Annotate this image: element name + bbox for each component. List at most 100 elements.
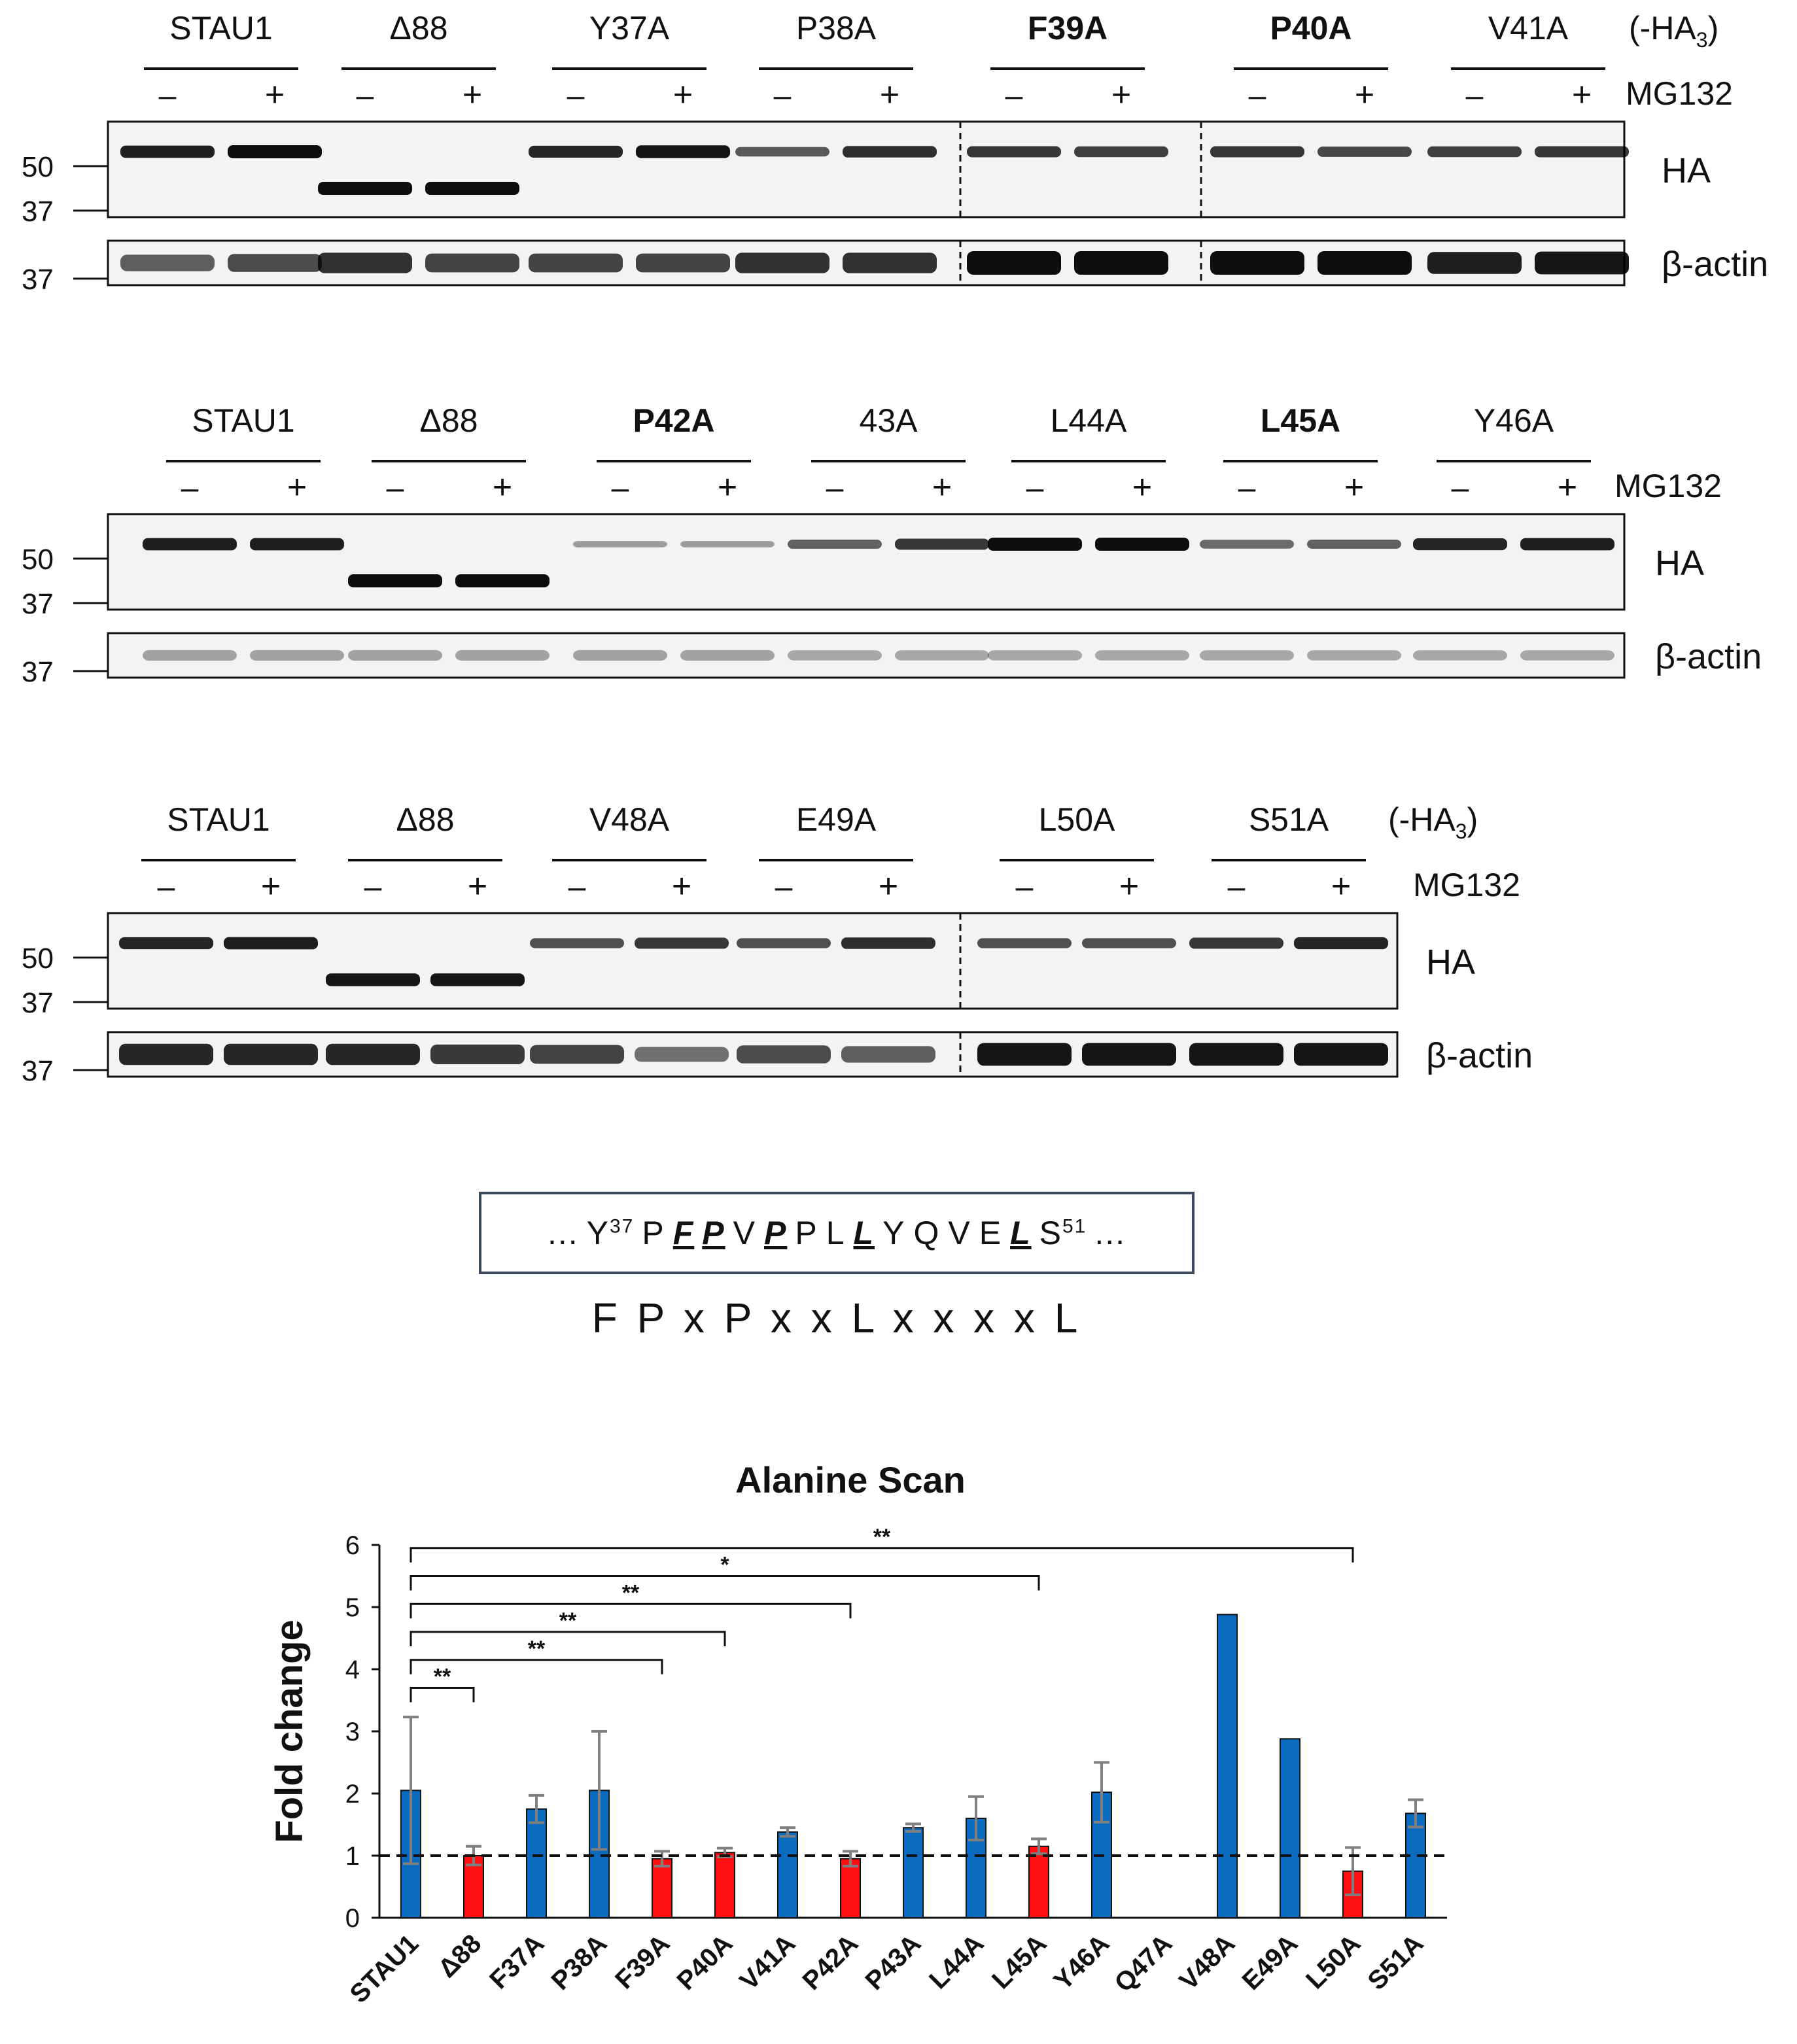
tag-label-close: ) — [1467, 801, 1478, 838]
actin-band — [1520, 650, 1614, 661]
significance-label: ** — [434, 1665, 451, 1689]
residue: S51 — [1039, 1215, 1087, 1251]
actin-band — [120, 254, 215, 271]
ha-band — [529, 145, 623, 158]
tag-label-close: ) — [1708, 10, 1719, 46]
lane-label: STAU1 — [167, 801, 270, 838]
ha-band — [228, 145, 322, 158]
ha-band — [250, 538, 344, 551]
significance-bracket — [410, 1659, 663, 1674]
x-tick-label: L50A — [1300, 1929, 1366, 1994]
significance-bracket — [410, 1547, 1354, 1563]
motif-text: F P x P x x L x x x x L — [591, 1294, 1082, 1342]
size-marker-label: 37 — [22, 264, 54, 296]
ha-band — [977, 938, 1072, 948]
ha-band — [1189, 937, 1283, 949]
residue: Y37 — [586, 1215, 635, 1251]
actin-band — [1317, 251, 1412, 275]
treatment-label: MG132 — [1413, 867, 1520, 903]
actin-band — [1210, 251, 1304, 275]
lane-label: L50A — [1039, 801, 1115, 838]
actin-band — [326, 1043, 420, 1065]
key-residue: P — [702, 1215, 725, 1251]
y-tick-label: 3 — [345, 1718, 360, 1746]
ha-band — [1427, 146, 1522, 158]
minus-sign: – — [1466, 78, 1484, 113]
lane-label: L44A — [1051, 402, 1127, 439]
bar-L45A — [1028, 1845, 1049, 1918]
x-tick-label: S51A — [1362, 1929, 1429, 1996]
ha-band — [680, 541, 775, 547]
tag-label-main: (-HA — [1388, 801, 1456, 838]
plus-sign: + — [1355, 76, 1374, 114]
tag-label: (-HA3) — [1388, 801, 1478, 843]
ha-band — [895, 538, 989, 550]
sequence-ellipsis: ... — [1094, 1215, 1126, 1251]
chart-title: Alanine Scan — [735, 1459, 966, 1500]
lane-label: Δ88 — [396, 801, 454, 838]
minus-sign: – — [357, 78, 374, 113]
ha-label: HA — [1655, 544, 1704, 583]
x-tick-label: E49A — [1236, 1929, 1303, 1996]
ha-band — [635, 937, 729, 949]
significance-label: ** — [622, 1580, 640, 1605]
x-tick-label: Y46A — [1048, 1929, 1115, 1996]
ha-band — [1317, 147, 1412, 157]
lane-label: Y46A — [1474, 402, 1554, 439]
x-tick-label: P40A — [671, 1929, 738, 1996]
lane-label: Δ88 — [389, 10, 447, 46]
actin-band — [967, 251, 1061, 275]
actin-band — [1095, 650, 1189, 661]
residue: P — [642, 1215, 665, 1251]
minus-sign: – — [1005, 78, 1023, 113]
x-tick-label: P43A — [860, 1929, 926, 1996]
actin-blot — [107, 632, 1626, 679]
x-tick-label: F39A — [610, 1929, 675, 1994]
bar-V48A — [1217, 1614, 1238, 1918]
ha-band — [348, 574, 442, 587]
actin-band — [530, 1045, 624, 1064]
bar-P40A — [714, 1852, 735, 1918]
actin-band — [119, 1043, 213, 1065]
minus-sign: – — [387, 471, 404, 506]
bar-P43A — [903, 1827, 924, 1918]
ha-band — [120, 145, 215, 158]
lane-label: P42A — [633, 402, 714, 439]
x-tick-label: V48A — [1174, 1929, 1240, 1996]
minus-sign: – — [158, 870, 175, 905]
residue: P — [795, 1215, 818, 1251]
ha-band — [1413, 538, 1507, 551]
actin-band — [430, 1045, 525, 1064]
actin-band — [1307, 650, 1401, 661]
residue: Y — [882, 1215, 906, 1251]
sequence-ellipsis: ... — [547, 1215, 579, 1251]
y-axis-label: Fold change — [268, 1620, 311, 1843]
ha-label: HA — [1662, 151, 1711, 190]
tag-label-main: (-HA — [1629, 10, 1696, 46]
bar-P42A — [840, 1858, 861, 1918]
ha-band — [318, 182, 412, 195]
sequence-box: ... Y37 P F P V P P L L Y Q V E L S51... — [479, 1192, 1195, 1274]
actin-band — [1189, 1043, 1283, 1066]
actin-band — [841, 1046, 935, 1063]
treatment-label: MG132 — [1626, 75, 1733, 112]
minus-sign: – — [775, 870, 793, 905]
tag-label-sub: 3 — [1456, 820, 1467, 843]
significance-bracket — [410, 1602, 852, 1619]
plus-sign: + — [879, 867, 898, 905]
ha-band — [636, 145, 730, 158]
actin-band — [455, 650, 550, 661]
ha-band — [1200, 540, 1294, 549]
significance-label: ** — [528, 1637, 546, 1661]
minus-sign: – — [364, 870, 382, 905]
plus-sign: + — [1558, 468, 1577, 506]
ha-band — [988, 538, 1082, 551]
bar-F39A — [652, 1858, 672, 1918]
actin-band — [573, 650, 667, 661]
actin-label: β-actin — [1655, 637, 1762, 676]
actin-label: β-actin — [1662, 245, 1768, 284]
size-marker-label: 50 — [22, 151, 54, 183]
ha-band — [1210, 146, 1304, 158]
actin-band — [1200, 650, 1294, 661]
minus-sign: – — [181, 471, 199, 506]
